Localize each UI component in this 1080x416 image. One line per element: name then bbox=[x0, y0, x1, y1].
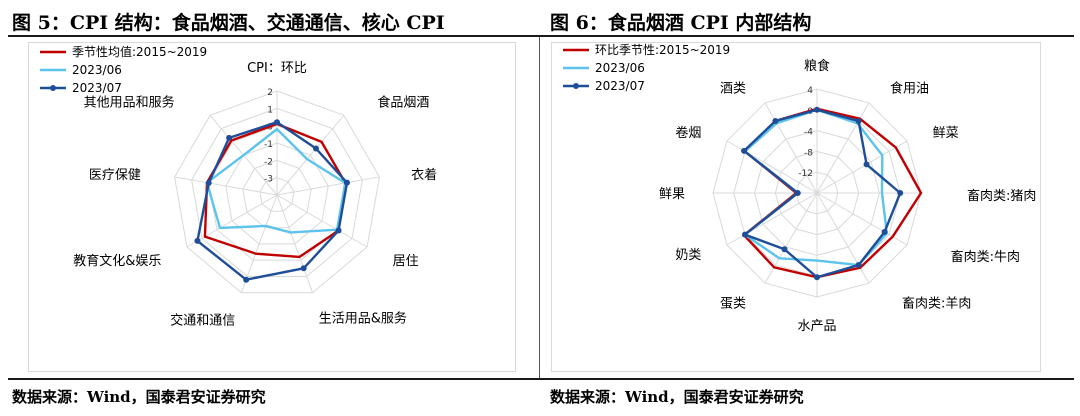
series-point bbox=[855, 262, 862, 269]
category-label: 衣着 bbox=[411, 167, 437, 183]
series-point bbox=[335, 227, 342, 234]
series-line-1 bbox=[205, 127, 347, 234]
series-point bbox=[741, 231, 748, 238]
grid-ring bbox=[174, 90, 380, 294]
series-point bbox=[274, 119, 280, 126]
series-point bbox=[772, 117, 779, 124]
legend-label: 2023/06 bbox=[72, 63, 122, 77]
category-label: 卷烟 bbox=[675, 125, 701, 141]
grid-spoke bbox=[276, 115, 345, 196]
category-label: 食用油 bbox=[890, 80, 929, 96]
series-point bbox=[343, 179, 350, 186]
grid-ring bbox=[191, 107, 363, 277]
bottom-rule bbox=[8, 378, 1074, 380]
grid-ring bbox=[242, 159, 312, 229]
category-label: 食品烟酒 bbox=[377, 95, 429, 111]
grid-spoke bbox=[186, 194, 278, 248]
series-point bbox=[814, 106, 820, 113]
series-point bbox=[226, 134, 233, 141]
series-line-2 bbox=[196, 120, 349, 281]
category-label: 水产品 bbox=[797, 319, 836, 334]
series-point bbox=[312, 145, 319, 152]
legend-marker bbox=[573, 83, 579, 89]
category-label: 畜肉类:牛肉 bbox=[951, 249, 1020, 265]
tick-label: 1 bbox=[267, 105, 273, 115]
category-label: 生活用品&服务 bbox=[319, 311, 407, 327]
series-point bbox=[897, 190, 904, 196]
tick-label: 0 bbox=[267, 123, 273, 133]
legend-label: 2023/06 bbox=[595, 61, 645, 75]
tick-label: 2 bbox=[267, 88, 273, 98]
tick-label: -8 bbox=[804, 148, 813, 158]
category-label: 其他用品和服务 bbox=[84, 95, 175, 111]
legend-label: 2023/07 bbox=[72, 81, 122, 95]
category-label: 奶类 bbox=[675, 248, 701, 263]
grid-spoke bbox=[276, 194, 368, 248]
grid-spoke bbox=[240, 194, 278, 293]
grid-spoke bbox=[726, 192, 818, 246]
panel-separator bbox=[539, 37, 540, 378]
figure-title-right: 图 6：食品烟酒 CPI 内部结构 bbox=[550, 12, 812, 34]
grid-spoke bbox=[276, 194, 314, 293]
tick-label: -2 bbox=[264, 157, 273, 167]
grid-ring bbox=[259, 177, 295, 212]
category-label: CPI：环比 bbox=[247, 61, 307, 76]
grid-ring bbox=[225, 142, 329, 245]
series-point bbox=[814, 274, 820, 281]
figure-title-left: 图 5：CPI 结构：食品烟酒、交通通信、核心 CPI bbox=[12, 12, 445, 34]
source-note-right: 数据来源：Wind，国泰君安证券研究 bbox=[550, 388, 804, 406]
legend-label: 环比季节性:2015~2019 bbox=[595, 43, 730, 57]
tick-label: -1 bbox=[264, 140, 273, 150]
legend-label: 2023/07 bbox=[595, 79, 645, 93]
series-point bbox=[741, 147, 748, 154]
grid-spoke bbox=[276, 176, 380, 196]
category-label: 交通和通信 bbox=[170, 313, 235, 329]
category-label: 居住 bbox=[393, 254, 419, 269]
category-label: 畜肉类:猪肉 bbox=[967, 188, 1036, 204]
grid-spoke bbox=[816, 140, 908, 194]
tick-label: -12 bbox=[798, 169, 813, 179]
series-point bbox=[194, 237, 201, 244]
category-label: 鲜果 bbox=[659, 187, 685, 202]
series-point bbox=[855, 117, 862, 124]
tick-label: -4 bbox=[804, 128, 813, 138]
source-note-left: 数据来源：Wind，国泰君安证券研究 bbox=[12, 388, 266, 406]
category-label: 酒类 bbox=[720, 81, 746, 96]
series-point bbox=[863, 161, 870, 168]
grid-spoke bbox=[174, 176, 278, 196]
series-point bbox=[881, 229, 888, 235]
grid-spoke bbox=[764, 102, 818, 194]
right-chart-frame bbox=[551, 42, 1041, 372]
category-label: 医疗保健 bbox=[89, 168, 141, 183]
radar-chart-food-structure: 40-4-8-12粮食食用油鲜菜畜肉类:猪肉畜肉类:牛肉畜肉类:羊肉水产品蛋类奶… bbox=[563, 43, 1036, 334]
category-label: 蛋类 bbox=[720, 297, 746, 312]
top-rule bbox=[8, 35, 1074, 37]
tick-label: 4 bbox=[807, 86, 813, 96]
category-label: 粮食 bbox=[804, 58, 830, 74]
series-point bbox=[300, 265, 307, 272]
legend-label: 季节性均值:2015~2019 bbox=[72, 44, 207, 59]
series-point bbox=[794, 190, 801, 196]
category-label: 鲜菜 bbox=[933, 126, 959, 141]
category-label: 教育文化&娱乐 bbox=[73, 253, 161, 269]
series-point bbox=[205, 179, 212, 186]
left-chart-frame bbox=[28, 42, 516, 372]
legend-marker bbox=[50, 85, 56, 91]
series-point bbox=[243, 276, 250, 283]
series-point bbox=[781, 246, 788, 253]
category-label: 畜肉类:羊肉 bbox=[902, 296, 971, 312]
tick-label: -3 bbox=[264, 175, 273, 185]
